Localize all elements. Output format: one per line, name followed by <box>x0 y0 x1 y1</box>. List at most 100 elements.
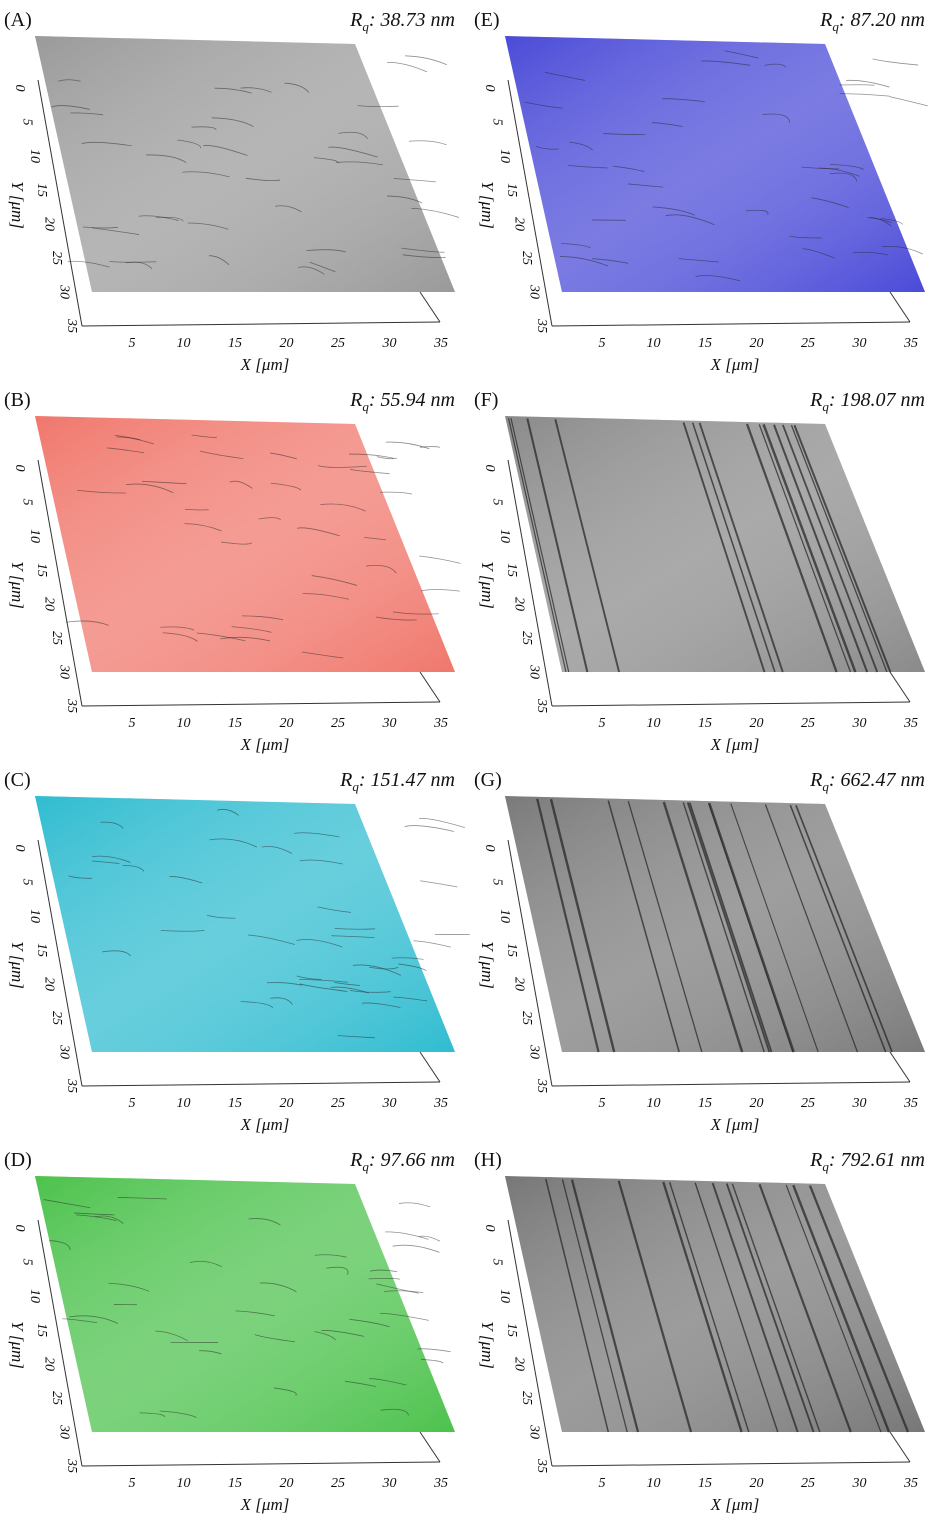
x-tick-label: 5 <box>129 716 136 731</box>
x-tick-label: 20 <box>280 1476 294 1491</box>
y-tick-label: 10 <box>27 149 42 163</box>
x-tick-label: 10 <box>177 336 191 351</box>
x-tick-label: 5 <box>129 1096 136 1111</box>
y-axis-label: Y [μm] <box>478 941 497 989</box>
rq-value: : 87.20 nm <box>839 9 925 31</box>
x-tick-label: 20 <box>280 716 294 731</box>
y-axis-label: Y [μm] <box>8 181 27 229</box>
texture <box>846 80 889 87</box>
y-tick-label: 5 <box>19 499 34 506</box>
y-tick-label: 20 <box>512 597 527 611</box>
edge <box>420 292 440 322</box>
y-tick-label: 35 <box>534 1458 549 1473</box>
texture <box>840 85 875 86</box>
x-tick-label: 25 <box>331 1096 345 1111</box>
panel-label: (D) <box>4 1149 32 1171</box>
x-tick-label: 30 <box>382 1096 397 1111</box>
y-tick-label: 35 <box>64 1078 79 1093</box>
x-tick-label: 5 <box>129 1476 136 1491</box>
edge <box>890 1052 910 1082</box>
rq-symbol: R <box>809 769 822 791</box>
roughness: Rq: 87.20 nm <box>819 9 925 34</box>
x-tick-label: 25 <box>801 716 815 731</box>
x-tick-label: 10 <box>177 1476 191 1491</box>
y-tick-label: 35 <box>534 1078 549 1093</box>
x-tick-label: 35 <box>433 1096 448 1111</box>
x-tick-label: 20 <box>750 336 764 351</box>
x-tick-label: 25 <box>331 1476 345 1491</box>
rq-symbol: R <box>339 769 352 791</box>
roughness: Rq: 198.07 nm <box>809 389 925 414</box>
x-tick-label: 20 <box>750 716 764 731</box>
roughness: Rq: 97.66 nm <box>349 1149 455 1174</box>
texture <box>385 1232 428 1240</box>
y-tick-label: 35 <box>534 318 549 333</box>
roughness: Rq: 792.61 nm <box>809 1149 925 1174</box>
x-tick-label: 15 <box>698 1476 712 1491</box>
rq-symbol: R <box>349 9 362 31</box>
y-tick-label: 0 <box>482 1225 497 1232</box>
texture <box>419 556 460 563</box>
y-tick-label: 5 <box>489 1259 504 1266</box>
x-tick-label: 30 <box>852 1096 867 1111</box>
y-tick-label: 0 <box>482 845 497 852</box>
texture <box>419 1236 440 1241</box>
panel-label: (A) <box>4 9 32 31</box>
edge <box>890 1432 910 1462</box>
rq-value: : 151.47 nm <box>359 769 455 791</box>
texture <box>405 56 447 65</box>
y-axis-label: Y [μm] <box>8 561 27 609</box>
panel-label: (F) <box>474 389 498 411</box>
y-tick-label: 15 <box>504 183 519 197</box>
y-tick-label: 30 <box>56 1044 71 1059</box>
texture <box>889 97 927 106</box>
x-tick-label: 15 <box>228 716 242 731</box>
y-tick-label: 0 <box>12 845 27 852</box>
rq-symbol: R <box>819 9 832 31</box>
x-tick-label: 5 <box>129 336 136 351</box>
x-tick-label: 10 <box>647 336 661 351</box>
y-tick-label: 25 <box>519 631 534 645</box>
x-tick-label: 25 <box>331 336 345 351</box>
edge <box>890 292 910 322</box>
y-tick-label: 30 <box>56 664 71 679</box>
x-tick-label: 10 <box>647 716 661 731</box>
rq-value: : 662.47 nm <box>829 769 925 791</box>
x-tick-label: 30 <box>382 336 397 351</box>
x-axis-label: X [μm] <box>240 1495 290 1514</box>
x-tick-label: 15 <box>228 336 242 351</box>
x-tick-label: 20 <box>750 1476 764 1491</box>
x-tick-label: 35 <box>903 716 918 731</box>
roughness: Rq: 38.73 nm <box>349 9 455 34</box>
x-tick-label: 5 <box>599 716 606 731</box>
y-tick-label: 20 <box>42 1357 57 1371</box>
surface-shade <box>505 36 925 292</box>
x-tick-label: 15 <box>228 1476 242 1491</box>
y-tick-label: 5 <box>19 1259 34 1266</box>
y-tick-label: 20 <box>42 597 57 611</box>
x-tick-label: 5 <box>599 336 606 351</box>
x-tick-label: 30 <box>382 716 397 731</box>
texture <box>409 141 447 145</box>
x-axis <box>552 1082 910 1086</box>
y-tick-label: 5 <box>489 879 504 886</box>
x-tick-label: 10 <box>177 1096 191 1111</box>
x-tick-label: 10 <box>177 716 191 731</box>
y-tick-label: 25 <box>49 1391 64 1405</box>
x-tick-label: 20 <box>750 1096 764 1111</box>
texture <box>380 492 412 494</box>
y-tick-label: 25 <box>49 1011 64 1025</box>
surface-shade <box>505 1176 925 1432</box>
y-tick-label: 5 <box>19 879 34 886</box>
y-tick-label: 10 <box>497 529 512 543</box>
y-tick-label: 30 <box>56 284 71 299</box>
y-axis-label: Y [μm] <box>478 1321 497 1369</box>
rq-value: : 38.73 nm <box>369 9 455 31</box>
x-axis-label: X [μm] <box>710 1115 760 1134</box>
y-tick-label: 15 <box>34 563 49 577</box>
x-tick-label: 35 <box>903 1476 918 1491</box>
rq-symbol: R <box>349 389 362 411</box>
